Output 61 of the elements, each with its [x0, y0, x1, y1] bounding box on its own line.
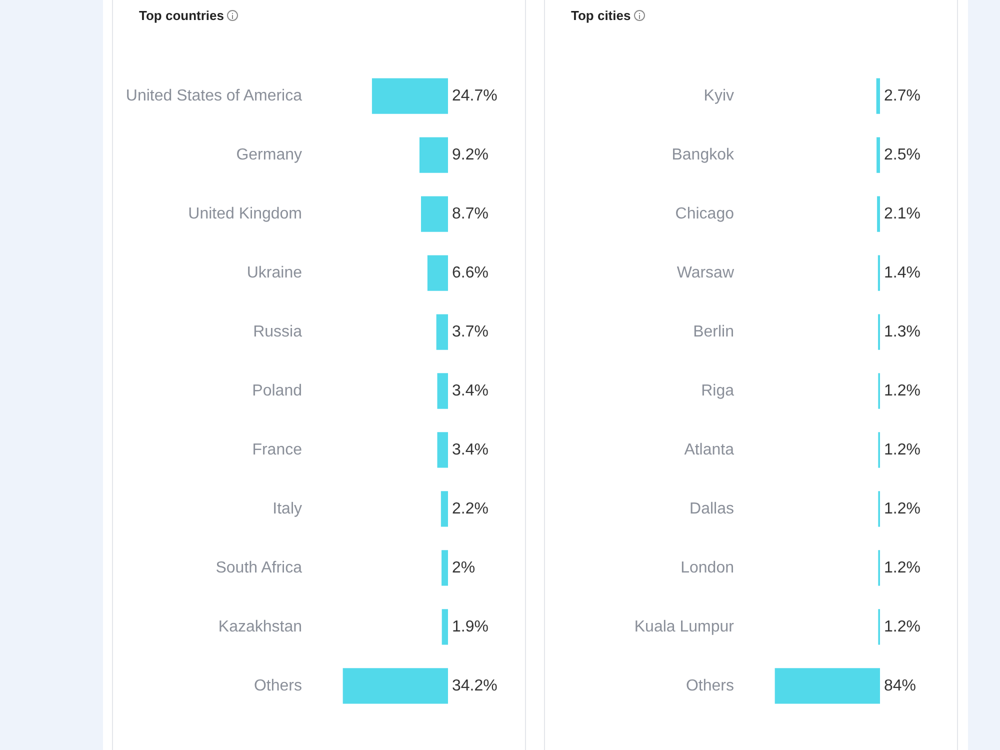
- bar: [437, 373, 448, 409]
- data-label: 8.7%: [452, 205, 488, 222]
- y-tick-label: Italy: [272, 500, 302, 518]
- y-tick-label: Riga: [701, 382, 734, 400]
- y-tick-label: Kyiv: [704, 87, 734, 104]
- y-tick-label: Kazakhstan: [218, 618, 302, 636]
- y-tick-label: Kuala Lumpur: [634, 618, 735, 636]
- bar: [421, 196, 448, 232]
- data-label: 2%: [452, 559, 476, 576]
- y-tick-label: United Kingdom: [188, 205, 302, 222]
- data-label: 2.7%: [884, 87, 920, 104]
- data-label: 2.2%: [452, 500, 488, 518]
- data-label: 2.1%: [884, 205, 920, 222]
- data-label: 1.3%: [884, 323, 920, 340]
- text: Top countries: [139, 8, 224, 23]
- bar: [877, 196, 880, 232]
- data-label: 2.5%: [884, 146, 920, 164]
- y-tick-label: Poland: [252, 382, 302, 400]
- bar: [372, 78, 448, 114]
- bar: [876, 137, 880, 173]
- data-label: 84%: [884, 677, 916, 694]
- y-tick-label: France: [252, 441, 302, 458]
- bar: [419, 137, 448, 173]
- y-tick-label: United States of America: [126, 87, 302, 104]
- y-tick-label: Others: [254, 677, 302, 694]
- y-tick-label: Bangkok: [672, 146, 735, 164]
- bar: [876, 78, 880, 114]
- data-label: 9.2%: [452, 146, 488, 164]
- bar: [427, 255, 448, 291]
- bar: [436, 314, 448, 350]
- data-label: 1.2%: [884, 441, 920, 458]
- y-tick-label: Germany: [236, 146, 302, 164]
- data-label: 34.2%: [452, 677, 498, 694]
- bar: [440, 491, 448, 527]
- y-tick-label: Russia: [253, 323, 302, 340]
- y-tick-label: Dallas: [690, 500, 734, 518]
- data-label: 1.4%: [884, 264, 920, 282]
- data-label: 6.6%: [452, 264, 488, 282]
- y-tick-label: Atlanta: [684, 441, 734, 458]
- data-label: 1.2%: [884, 559, 920, 576]
- y-tick-label: London: [680, 559, 734, 576]
- data-label: 1.2%: [884, 618, 920, 636]
- y-tick-label: Warsaw: [676, 264, 734, 282]
- y-tick-label: Chicago: [675, 205, 734, 222]
- bar: [442, 609, 448, 645]
- y-tick-label: Berlin: [693, 323, 734, 340]
- y-tick-label: Ukraine: [246, 264, 302, 282]
- data-label: 1.2%: [884, 500, 920, 518]
- text: Top cities: [571, 8, 631, 23]
- data-label: 1.2%: [884, 382, 920, 400]
- bar: [342, 668, 448, 704]
- bar: [442, 550, 448, 586]
- bar: [437, 432, 448, 468]
- data-label: 3.7%: [452, 323, 488, 340]
- y-tick-label: South Africa: [216, 559, 302, 576]
- data-label: 3.4%: [452, 382, 488, 400]
- data-label: 3.4%: [452, 441, 488, 458]
- data-label: 1.9%: [452, 618, 488, 636]
- bar: [774, 668, 880, 704]
- data-label: 24.7%: [452, 87, 498, 104]
- y-tick-label: Others: [686, 677, 734, 694]
